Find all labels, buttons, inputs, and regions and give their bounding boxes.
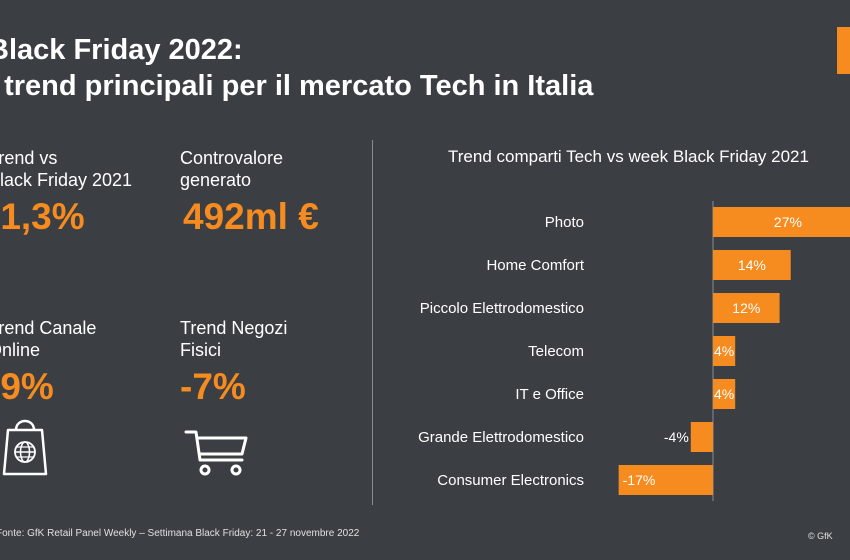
data-label: -4% bbox=[664, 429, 689, 445]
bar-home-comfort bbox=[713, 250, 791, 280]
kpi-label-line: Trend Canale bbox=[0, 318, 97, 338]
section-divider bbox=[372, 140, 373, 505]
category-label: Telecom bbox=[528, 343, 584, 360]
kpi-online-label: Trend Canale Online bbox=[0, 317, 96, 361]
kpi-stores-label: Trend Negozi Fisici bbox=[180, 317, 287, 361]
bar-photo bbox=[713, 207, 850, 237]
data-label: 14% bbox=[738, 257, 766, 273]
kpi-label-line: Black Friday 2021 bbox=[0, 170, 133, 190]
data-label: 12% bbox=[732, 300, 760, 316]
kpi-label-line: Trend vs bbox=[0, 148, 58, 168]
kpi-controvalore-value: 492ml € bbox=[183, 196, 319, 237]
source-note: Fonte: GfK Retail Panel Weekly – Settima… bbox=[0, 528, 360, 539]
data-label: -17% bbox=[623, 472, 656, 488]
bar-telecom bbox=[713, 336, 736, 366]
kpi-label-line: Fisici bbox=[180, 340, 221, 360]
kpi-label-line: generato bbox=[180, 170, 252, 190]
category-label: Home Comfort bbox=[486, 257, 584, 274]
kpi-label-line: Online bbox=[0, 340, 41, 360]
kpi-label-line: Trend Negozi bbox=[180, 318, 288, 338]
kpi-online-value: -9% bbox=[0, 366, 54, 407]
bar-piccolo-elettrodomestico bbox=[713, 293, 780, 323]
kpi-trend-vs-2021-label: Trend vs Black Friday 2021 bbox=[0, 147, 132, 191]
shopping-cart-icon bbox=[184, 430, 248, 476]
bar-consumer-electronics bbox=[618, 465, 713, 495]
category-label: Consumer Electronics bbox=[437, 472, 584, 489]
category-label: Piccolo Elettrodomestico bbox=[420, 300, 584, 317]
page-title-line1: Black Friday 2022: bbox=[0, 34, 243, 66]
page-title: Black Friday 2022: i trend principali pe… bbox=[0, 32, 593, 104]
kpi-trend-vs-2021-value: -1,3% bbox=[0, 196, 85, 237]
category-label: Photo bbox=[545, 214, 584, 231]
bar-it-e-office bbox=[713, 379, 736, 409]
kpi-stores-value: -7% bbox=[180, 366, 246, 407]
chart-title: Trend comparti Tech vs week Black Friday… bbox=[448, 147, 809, 166]
brand-accent-tab bbox=[837, 27, 850, 74]
data-label: 4% bbox=[714, 343, 734, 359]
copyright-note: © GfK bbox=[808, 531, 833, 541]
data-label: 27% bbox=[774, 214, 802, 230]
page-title-line2: i trend principali per il mercato Tech i… bbox=[0, 70, 594, 102]
category-label: IT e Office bbox=[515, 386, 584, 403]
bar-grande-elettrodomestico bbox=[690, 422, 713, 452]
category-label: Grande Elettrodomestico bbox=[418, 429, 584, 446]
shopping-bag-globe-icon bbox=[2, 419, 48, 476]
kpi-label-line: Controvalore bbox=[180, 148, 284, 168]
data-label: 4% bbox=[714, 386, 734, 402]
kpi-controvalore-label: Controvalore generato bbox=[180, 147, 283, 191]
